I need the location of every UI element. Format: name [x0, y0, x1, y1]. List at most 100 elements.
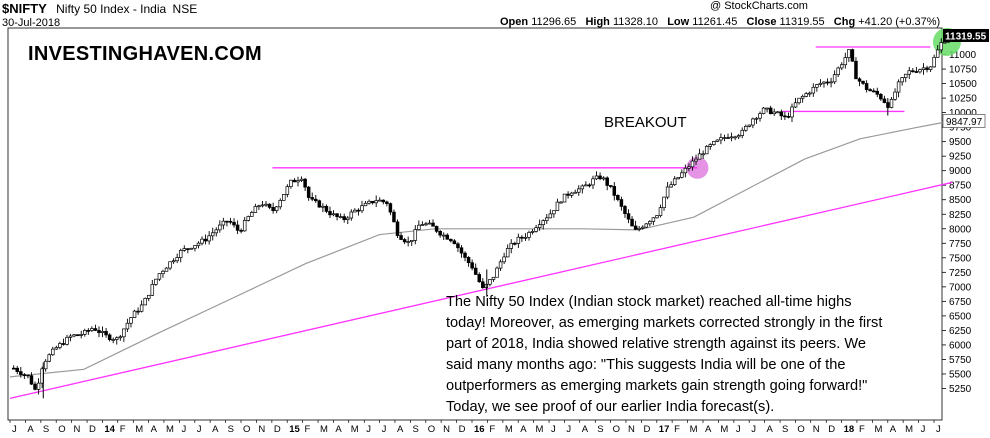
candle-body: [183, 249, 186, 251]
candle-body: [780, 112, 783, 116]
candle-body: [201, 239, 204, 243]
candle-body: [830, 82, 833, 83]
candle-body: [741, 130, 744, 135]
candle-body: [837, 68, 840, 75]
candle-body: [368, 201, 371, 203]
candle-body: [624, 206, 627, 213]
candle-body: [265, 204, 268, 205]
x-tick-label: J: [382, 424, 387, 435]
candle-body: [762, 108, 765, 113]
candle-body: [133, 311, 136, 317]
candle-body: [243, 220, 246, 230]
candle-body: [901, 78, 904, 82]
candle-body: [915, 72, 918, 73]
x-tick-label: J: [736, 424, 741, 435]
candle-body: [787, 116, 790, 117]
x-tick-label: A: [520, 424, 527, 435]
commentary-line: today! Moreover, as emerging markets cor…: [446, 313, 946, 334]
x-tick-label: A: [582, 424, 589, 435]
y-tick-label: 8250: [949, 210, 972, 221]
candle-body: [865, 83, 868, 89]
x-tick-label: A: [335, 424, 342, 435]
candle-body: [556, 202, 559, 210]
candle-body: [506, 248, 509, 256]
candle-body: [659, 208, 662, 216]
candle-body: [218, 225, 221, 230]
candle-body: [350, 212, 353, 218]
candle-body: [620, 200, 623, 207]
x-tick-label: 15: [289, 424, 300, 435]
y-tick-label: 8500: [949, 195, 972, 206]
candle-body: [677, 177, 680, 178]
candle-body: [279, 200, 282, 206]
candle-body: [439, 231, 442, 235]
candle-body: [616, 195, 619, 199]
candle-body: [705, 146, 708, 153]
candle-body: [801, 96, 804, 98]
y-tick-label: 9250: [949, 152, 972, 163]
candle-body: [364, 203, 367, 205]
candle-body: [98, 330, 101, 332]
x-tick-label: M: [320, 424, 328, 435]
candle-body: [847, 50, 850, 58]
candle-body: [403, 240, 406, 242]
candle-body: [190, 248, 193, 249]
candle-body: [460, 248, 463, 253]
x-tick-label: A: [767, 424, 774, 435]
candle-body: [158, 274, 161, 280]
candle-body: [226, 221, 229, 222]
candle-body: [240, 230, 243, 231]
x-tick-label: S: [597, 424, 603, 435]
x-tick-label: J: [751, 424, 756, 435]
candle-body: [751, 119, 754, 125]
candle-body: [688, 167, 691, 168]
candle-body: [37, 383, 40, 389]
candle-body: [570, 193, 573, 195]
candle-body: [815, 85, 818, 88]
x-tick-label: A: [212, 424, 219, 435]
ma-value-label: 9847.97: [946, 117, 983, 128]
candle-body: [876, 91, 879, 94]
x-tick-label: N: [628, 424, 635, 435]
last-price-label: 11319.55: [945, 31, 987, 42]
candle-body: [108, 335, 111, 340]
candle-body: [73, 335, 76, 336]
candle-body: [645, 224, 648, 227]
candle-body: [531, 231, 534, 232]
candle-body: [58, 343, 61, 347]
candle-body: [371, 201, 374, 203]
x-tick-label: J: [181, 424, 186, 435]
candle-body: [890, 99, 893, 107]
candle-body: [66, 337, 69, 344]
candle-body: [709, 145, 712, 147]
watermark: INVESTINGHAVEN.COM: [28, 43, 262, 66]
candle-body: [144, 298, 147, 305]
candle-body: [34, 384, 37, 389]
commentary-line: said many months ago: "This suggests Ind…: [446, 355, 946, 376]
candle-body: [926, 68, 929, 70]
x-tick-label: S: [43, 424, 49, 435]
commentary-line: Today, we see proof of our earlier India…: [446, 397, 946, 418]
candle-body: [652, 218, 655, 222]
candle-body: [574, 192, 577, 193]
candle-body: [940, 43, 943, 50]
candle-body: [336, 214, 339, 217]
candle-body: [126, 323, 129, 329]
x-tick-label: D: [274, 424, 281, 435]
candle-body: [165, 268, 168, 271]
x-tick-label: F: [859, 424, 865, 435]
candle-body: [588, 185, 591, 186]
candle-body: [613, 186, 616, 195]
candle-body: [353, 210, 356, 212]
candle-body: [894, 92, 897, 99]
candle-body: [819, 83, 822, 84]
candle-body: [154, 279, 157, 284]
candle-body: [773, 112, 776, 114]
candle-body: [172, 261, 175, 262]
candle-body: [435, 226, 438, 231]
candle-body: [648, 221, 651, 223]
x-tick-label: M: [351, 424, 359, 435]
candle-body: [474, 268, 477, 274]
candle-body: [105, 331, 108, 335]
candle-body: [396, 222, 399, 236]
